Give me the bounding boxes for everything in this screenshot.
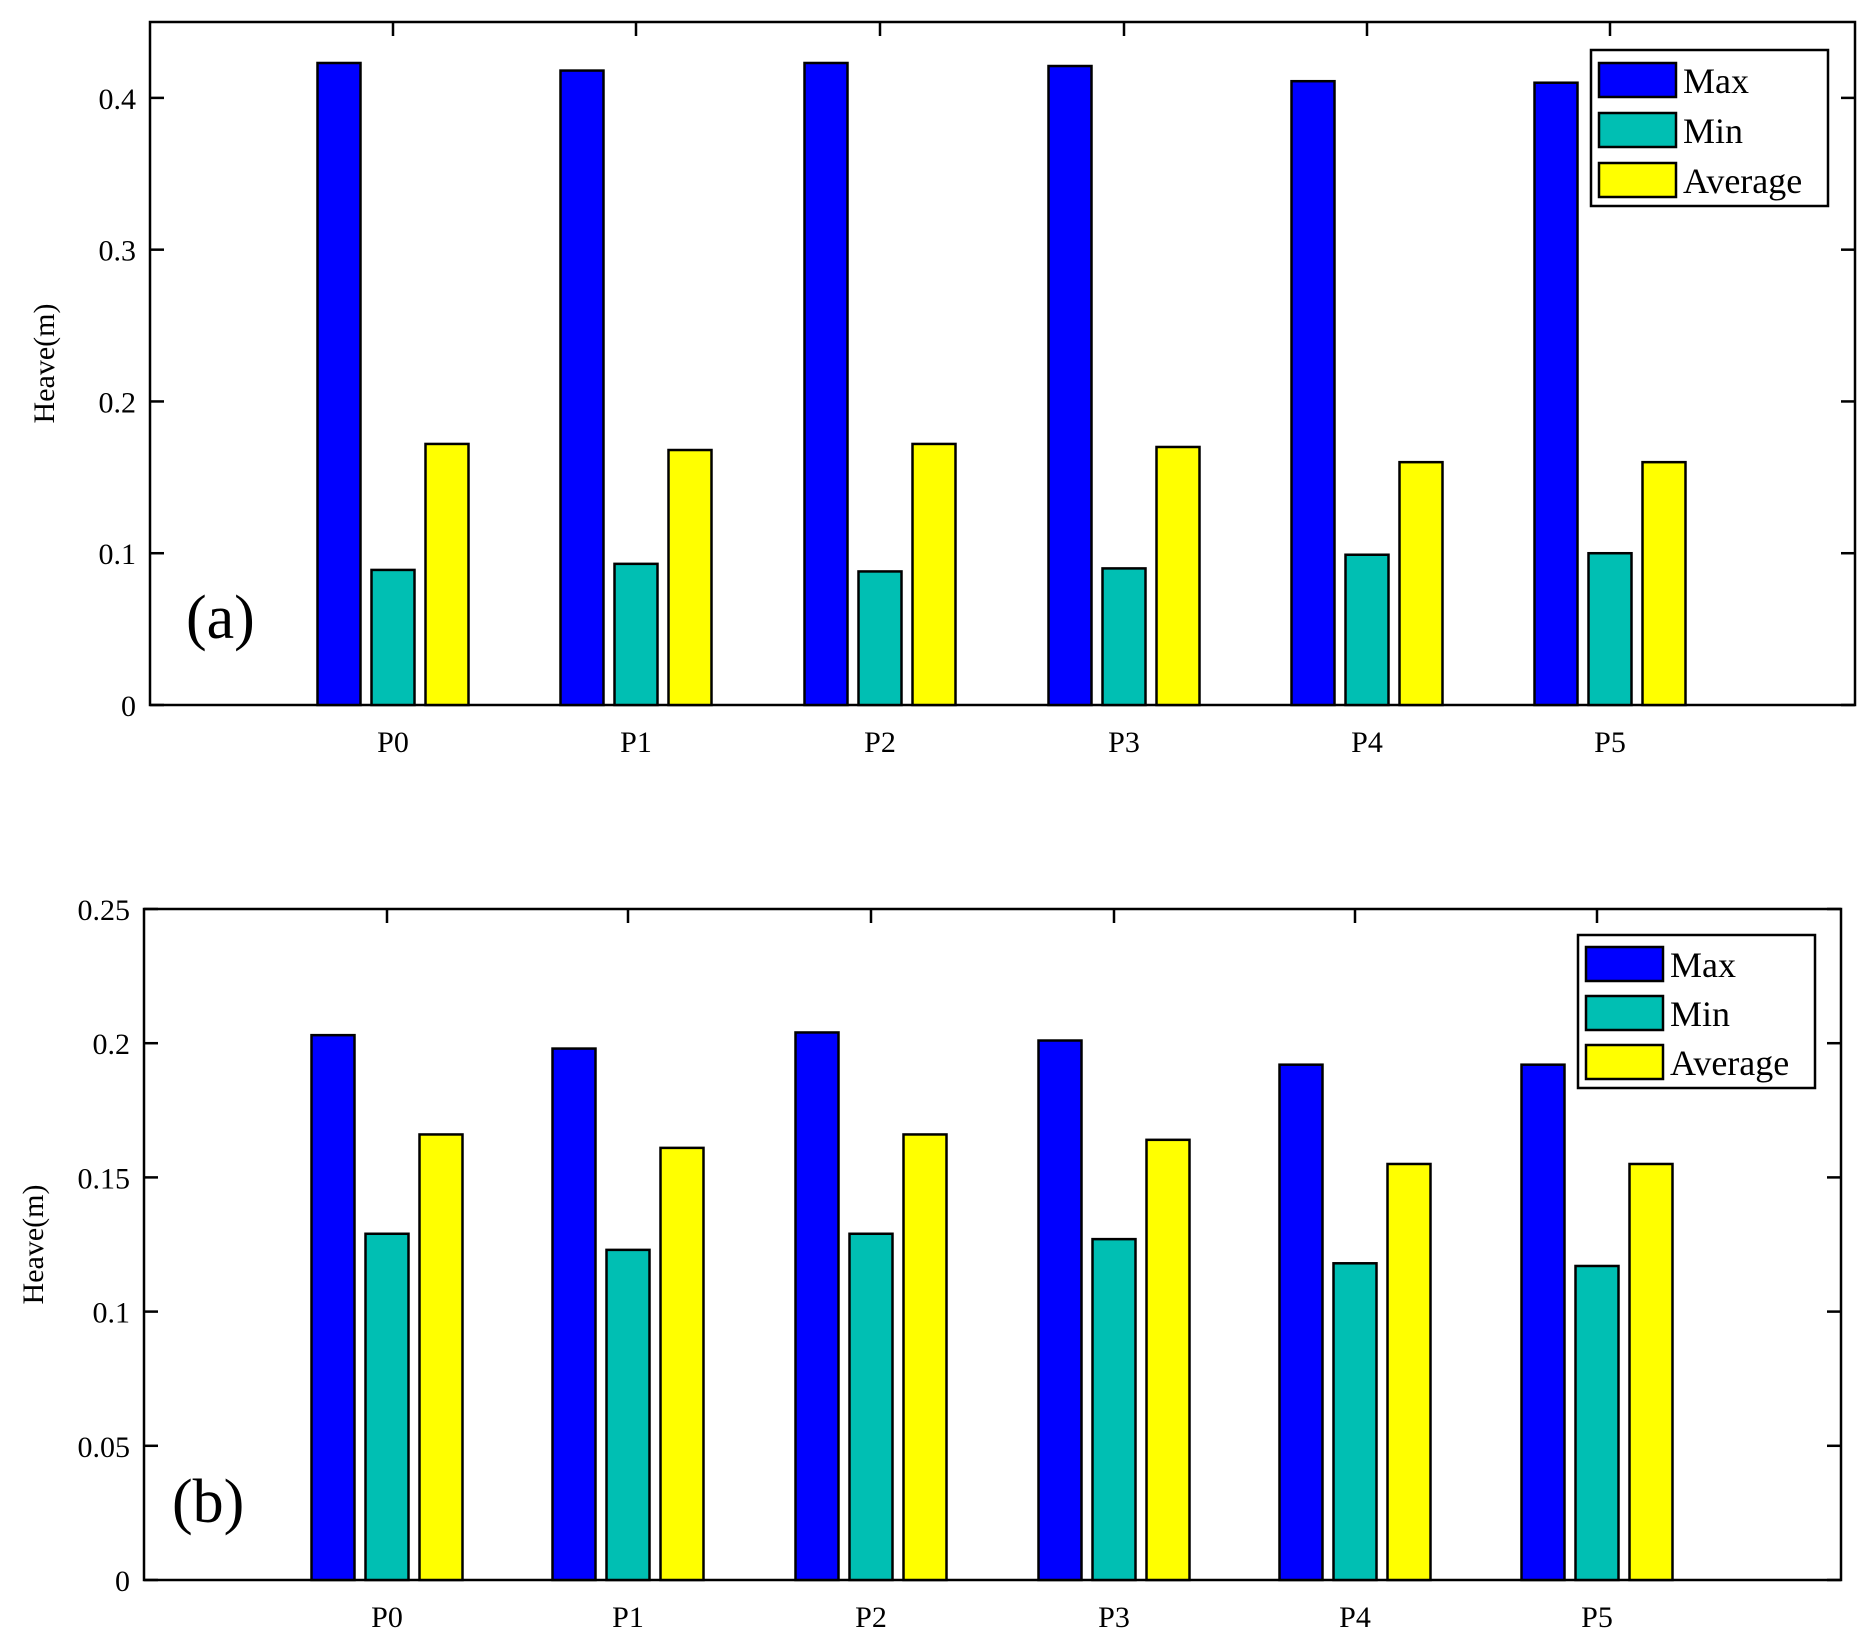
- panel-a-bar-average-p2: [911, 442, 957, 707]
- panel-a-xtick-label: P5: [1594, 726, 1626, 759]
- panel-a-bar-average-p0: [424, 442, 470, 707]
- panel-b-bar-min-p0: [364, 1232, 410, 1582]
- panel-a-bar-max-p4: [1290, 79, 1336, 707]
- panel-b-ytick-label: 0.25: [78, 894, 131, 927]
- panel-a-xtick-label: P4: [1351, 726, 1383, 759]
- panel-a-bar-average-p3: [1155, 445, 1201, 707]
- panel-a-legend-label-average: Average: [1683, 161, 1802, 201]
- panel-a-plot-frame: [148, 20, 1857, 707]
- panel-a-bar-max-p3: [1047, 64, 1093, 707]
- panel-a-legend-label-max: Max: [1683, 61, 1749, 101]
- panel-a-legend-swatch-max: [1597, 61, 1678, 99]
- panel-a-bar-max-p2: [803, 61, 849, 707]
- panel-a-legend-swatch-min: [1597, 111, 1678, 149]
- panel-b-ytick-label: 0.1: [93, 1297, 131, 1330]
- panel-b-bar-max-p3: [1037, 1039, 1083, 1582]
- panel-b-bar-max-p2: [794, 1031, 840, 1582]
- panel-a-bar-max-p0: [316, 61, 362, 707]
- panel-a-bar-min-p3: [1101, 567, 1147, 707]
- panel-a-xtick-label: P3: [1108, 726, 1140, 759]
- panel-a-bar-max-p5: [1533, 81, 1579, 707]
- panel-b-xtick-label: P4: [1339, 1601, 1371, 1634]
- panel-b-xtick-label: P2: [855, 1601, 887, 1634]
- panel-b-xtick-label: P5: [1581, 1601, 1613, 1634]
- panel-b-ytick-label: 0.15: [78, 1162, 131, 1195]
- panel-b-legend-label-min: Min: [1670, 994, 1730, 1034]
- panel-a-bar-max-p1: [559, 69, 605, 707]
- panel-a-bar-min-p2: [857, 570, 903, 707]
- panel-b-bar-average-p2: [902, 1133, 948, 1582]
- panel-b-panel-label: (b): [172, 1468, 244, 1536]
- panel-b-bar-max-p5: [1520, 1063, 1566, 1582]
- panel-b-plot-frame: [142, 907, 1843, 1582]
- panel-b-legend-swatch-max: [1584, 945, 1665, 983]
- panel-a-ytick-label: 0.2: [99, 386, 137, 419]
- panel-b-bar-average-p5: [1628, 1162, 1674, 1582]
- panel-b-bar-min-p5: [1574, 1264, 1620, 1582]
- panel-b-xtick-label: P1: [612, 1601, 644, 1634]
- panel-a-ytick-label: 0.3: [99, 235, 137, 268]
- panel-b-bar-min-p4: [1332, 1262, 1378, 1582]
- panel-b-bar-max-p1: [551, 1047, 597, 1582]
- panel-a-bar-min-p4: [1344, 553, 1390, 707]
- panel-a-ytick-label: 0.4: [99, 83, 137, 116]
- panel-b-bar-average-p1: [659, 1146, 705, 1582]
- panel-b-bar-average-p3: [1145, 1138, 1191, 1582]
- panel-b-ytick-label: 0.05: [78, 1431, 131, 1464]
- panel-a-bar-min-p1: [613, 562, 659, 707]
- chart-panel-a: 0 0.1 0.2 0.3 0.4 Heave(m) P0 P1 P2 P3 P4 P5 Max Min A…: [28, 20, 1857, 759]
- panel-a-bar-min-p5: [1587, 551, 1633, 707]
- panel-b-legend-label-max: Max: [1670, 945, 1736, 985]
- panel-b-xtick-label: P3: [1098, 1601, 1130, 1634]
- panel-b-legend-label-average: Average: [1670, 1043, 1789, 1083]
- panel-a-bar-average-p4: [1398, 460, 1444, 707]
- panel-b-ytick-label: 0: [115, 1565, 130, 1598]
- panel-b-bar-min-p1: [605, 1248, 651, 1582]
- panel-b-legend-swatch-average: [1584, 1043, 1665, 1081]
- panel-b-bar-average-p0: [418, 1133, 464, 1582]
- panel-a-bar-average-p5: [1641, 460, 1687, 707]
- panel-a-panel-label: (a): [186, 584, 255, 652]
- chart-panel-b: 0 0.05 0.1 0.15 0.2 0.25 Heave(m) P0 P1 P2 P3 P4 P5 M…: [17, 894, 1843, 1634]
- panel-a-ylabel: Heave(m): [28, 304, 61, 424]
- panel-b-bar-min-p2: [848, 1232, 894, 1582]
- panel-a-xtick-label: P0: [377, 726, 409, 759]
- panel-b-bar-max-p0: [310, 1033, 356, 1582]
- panel-b-bar-min-p3: [1091, 1237, 1137, 1582]
- panel-b-ylabel: Heave(m): [17, 1185, 50, 1305]
- panel-a-ytick-label: 0.1: [99, 538, 137, 571]
- panel-a-bar-average-p1: [667, 448, 713, 707]
- panel-a-bar-min-p0: [370, 568, 416, 707]
- panel-a-xtick-label: P2: [864, 726, 896, 759]
- panel-b-bar-max-p4: [1278, 1063, 1324, 1582]
- panel-a-legend-swatch-average: [1597, 161, 1678, 199]
- panel-b-bar-average-p4: [1386, 1162, 1432, 1582]
- panel-b-ytick-label: 0.2: [93, 1028, 131, 1061]
- panel-a-xtick-label: P1: [620, 726, 652, 759]
- panel-b-xtick-label: P0: [371, 1601, 403, 1634]
- panel-a-legend-label-min: Min: [1683, 111, 1743, 151]
- panel-b-legend-swatch-min: [1584, 994, 1665, 1032]
- panel-a-ytick-label: 0: [121, 690, 136, 723]
